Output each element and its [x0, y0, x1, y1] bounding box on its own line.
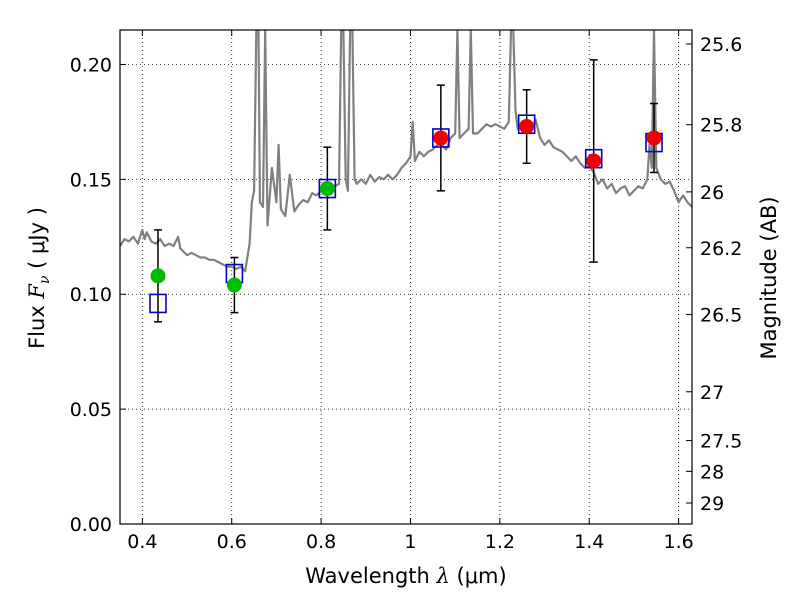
y2-tick-label: 28	[700, 461, 724, 483]
plot-content	[120, 30, 692, 273]
y-tick-label: 0.10	[70, 284, 112, 306]
model-flux-square	[149, 293, 167, 314]
y2-axis-label: Magnitude (AB)	[757, 196, 781, 359]
observed-flux-point	[586, 153, 602, 169]
y-tick-label: 0.20	[70, 54, 112, 76]
y2-tick-label: 27.5	[700, 431, 742, 453]
photometry-points	[149, 59, 663, 323]
x-tick-label: 1.4	[574, 531, 604, 553]
y2-tick-label: 29	[700, 493, 724, 515]
model-flux-square	[432, 128, 450, 148]
y-tick-label: 0.15	[70, 169, 112, 191]
observed-flux-point	[226, 277, 242, 293]
observed-flux-point	[433, 130, 449, 146]
grid-lines	[120, 30, 692, 525]
plot-frame	[119, 29, 693, 525]
y2-tick-label: 25.6	[700, 34, 742, 56]
y2-tick-label: 26.5	[700, 304, 742, 326]
x-tick-label: 1	[404, 531, 416, 553]
observed-flux-point	[519, 119, 535, 135]
model-spectrum-line	[120, 30, 692, 273]
observed-flux-point	[319, 181, 335, 197]
x-tick-label: 0.8	[306, 531, 336, 553]
y-tick-label: 0.00	[70, 514, 112, 536]
y2-tick-label: 27	[700, 382, 724, 404]
y2-tick-label: 26.2	[700, 238, 742, 260]
x-axis-label: Wavelength λ (μm)	[305, 564, 506, 588]
x-tick-label: 0.6	[217, 531, 247, 553]
y-axis-label: Flux Fν ( μJy )	[25, 207, 53, 349]
x-tick-label: 0.4	[127, 531, 157, 553]
observed-flux-point	[150, 268, 166, 284]
x-tick-label: 1.2	[485, 531, 515, 553]
observed-flux-point	[646, 130, 662, 146]
model-flux-square	[318, 178, 337, 199]
x-tick-label: 1.6	[663, 531, 693, 553]
tick-labels: 0.4 0.6 0.8 1 1.2 1.4 1.6 0.00 0.05 0.10 0.15 0.20 2…	[70, 34, 743, 553]
y-tick-label: 0.05	[70, 399, 112, 421]
y2-tick-label: 26	[700, 182, 724, 204]
axis-ticks	[120, 30, 692, 525]
y2-tick-label: 25.8	[700, 115, 742, 137]
